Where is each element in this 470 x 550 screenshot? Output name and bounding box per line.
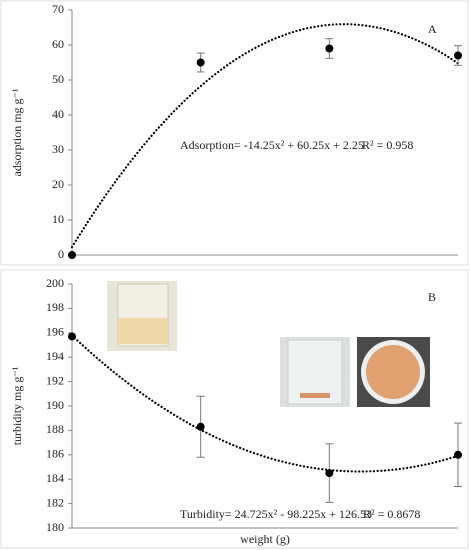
y-tick-label: 188 [46,422,64,436]
y-tick-label: 194 [46,349,64,363]
y-tick-label: 182 [46,495,64,509]
y-tick-label: 180 [46,520,64,534]
y-tick-label: 196 [46,325,64,339]
y-axis-label: turbidity mg g⁻¹ [10,366,24,445]
y-tick-label: 190 [46,398,64,412]
panel-label: A [428,22,437,36]
point [196,58,205,67]
point [325,469,334,478]
r-squared: R² = 0.958 [362,138,413,152]
panel-label: B [428,290,436,304]
point [454,51,462,60]
y-tick-label: 186 [46,447,64,461]
point [325,44,334,53]
y-tick-label: 70 [52,2,64,16]
trend-line [70,23,460,249]
y-tick-label: 40 [52,107,64,121]
x-axis-label: weight (g) [240,532,290,546]
y-tick-label: 184 [46,471,64,485]
photo [107,281,177,351]
y-tick-label: 192 [46,373,64,387]
r-squared: R² = 0.8678 [363,507,420,521]
point [68,251,76,259]
y-tick-label: 20 [52,177,64,191]
point [454,450,462,459]
point [196,422,205,431]
y-tick-label: 60 [52,37,64,51]
y-tick-label: 200 [46,276,64,290]
photo [280,337,350,407]
y-tick-label: 10 [52,212,64,226]
trend-line [70,334,460,473]
y-tick-label: 30 [52,142,64,156]
photo [357,337,430,407]
point [68,332,76,341]
equation: Turbidity= 24.725x² - 98.225x + 126.53 [180,507,372,521]
panel-frame [0,0,469,266]
y-tick-label: 0 [58,247,64,261]
y-tick-label: 198 [46,300,64,314]
equation: Adsorption= -14.25x² + 60.25x + 2.25 [180,138,364,152]
panel-frame [0,269,469,549]
y-axis-label: adsorption mg g⁻¹ [10,88,24,176]
y-tick-label: 50 [52,72,64,86]
